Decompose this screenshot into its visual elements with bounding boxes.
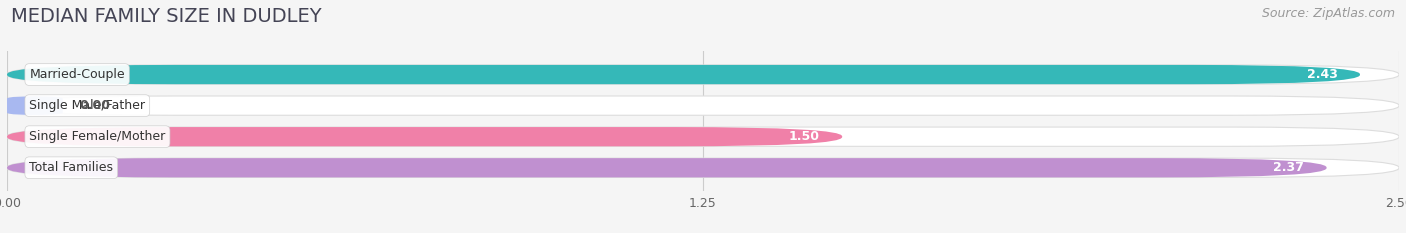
Text: Single Female/Mother: Single Female/Mother xyxy=(30,130,166,143)
FancyBboxPatch shape xyxy=(7,65,1399,84)
Text: 0.00: 0.00 xyxy=(79,99,111,112)
Text: Source: ZipAtlas.com: Source: ZipAtlas.com xyxy=(1261,7,1395,20)
Text: 2.43: 2.43 xyxy=(1306,68,1337,81)
Text: 1.50: 1.50 xyxy=(789,130,820,143)
Text: 2.37: 2.37 xyxy=(1274,161,1305,174)
Text: Married-Couple: Married-Couple xyxy=(30,68,125,81)
FancyBboxPatch shape xyxy=(7,127,1399,146)
Text: MEDIAN FAMILY SIZE IN DUDLEY: MEDIAN FAMILY SIZE IN DUDLEY xyxy=(11,7,322,26)
FancyBboxPatch shape xyxy=(7,65,1360,84)
Text: Total Families: Total Families xyxy=(30,161,114,174)
FancyBboxPatch shape xyxy=(7,96,63,115)
FancyBboxPatch shape xyxy=(7,96,1399,115)
FancyBboxPatch shape xyxy=(7,158,1327,177)
FancyBboxPatch shape xyxy=(7,158,1399,177)
FancyBboxPatch shape xyxy=(7,127,842,146)
Text: Single Male/Father: Single Male/Father xyxy=(30,99,145,112)
